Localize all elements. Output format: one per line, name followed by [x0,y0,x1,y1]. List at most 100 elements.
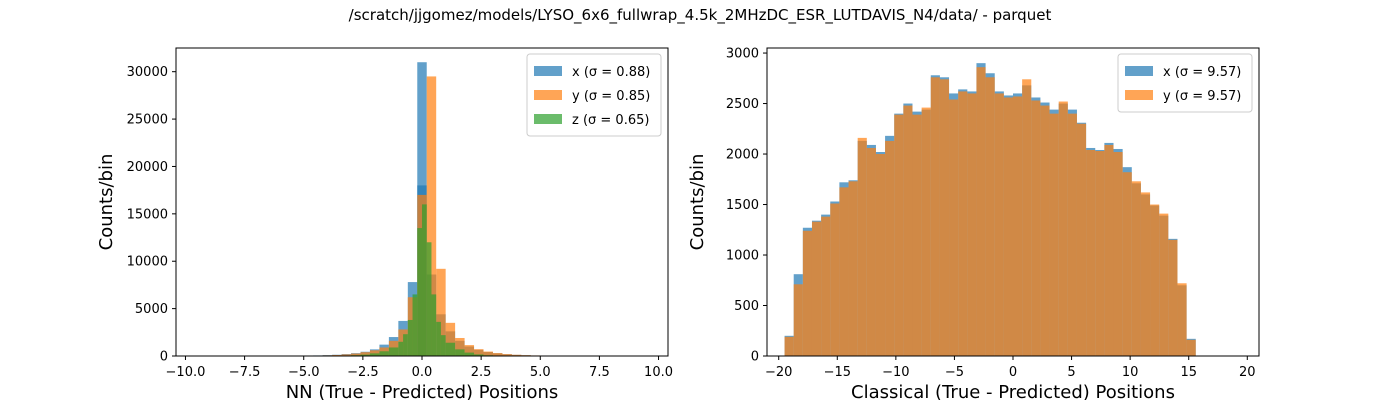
classical-bar-y [967,93,977,356]
nn-x-tick-label: 5.0 [530,365,551,380]
nn-legend-swatch [534,114,562,124]
classical-bar-y [912,114,922,357]
nn-bar-z [412,294,418,356]
classical-bar-y [866,147,876,356]
classical-bar-y [976,67,986,356]
nn-bar-z [440,335,446,356]
classical-bar-y [1131,181,1141,356]
classical-bar-y [1076,123,1087,357]
nn-bar-z [474,354,484,356]
classical-bar-y [1013,96,1023,356]
classical-bar-y [921,107,931,356]
nn-bar-z [369,353,380,356]
classical-legend-label: x (σ = 9.57) [1163,65,1241,80]
nn-x-tick-label: −7.5 [229,365,261,380]
nn-y-tick-label: 5000 [135,302,168,317]
nn-x-tick-label: −10.0 [166,365,206,380]
classical-bar-y [1177,283,1187,356]
classical-x-tick-label: 15 [1180,365,1197,380]
nn-x-axis-label: NN (True - Predicted) Positions [286,382,559,400]
classical-y-tick-label: 1000 [726,249,759,264]
classical-bar-y [1140,192,1151,356]
nn-bar-y [483,351,493,356]
nn-y-tick-label: 25000 [127,113,168,128]
nn-x-tick-label: 7.5 [589,365,610,380]
classical-bar-y [1159,213,1169,356]
nn-bar-z [436,321,441,356]
classical-bar-y [839,187,849,356]
classical-bar-y [1150,204,1160,356]
nn-bar-y [511,354,522,356]
classical-x-tick-label: 5 [1067,365,1075,380]
classical-bar-y [830,203,840,356]
classical-bar-y [821,216,831,356]
nn-bar-z [455,349,465,356]
classical-bar-y [1003,97,1013,356]
classical-histogram-bars [784,63,1196,357]
nn-y-tick-label: 30000 [127,65,168,80]
classical-bar-y [1022,79,1032,357]
classical-bar-y [811,221,822,356]
nn-legend-label: y (σ = 0.85) [572,89,650,104]
classical-histogram-panel: −20 −15 −10 −5 0 5 10 15 20 0 500 1000 1500 2000 2500… [687,47,1260,400]
nn-bar-y [455,337,465,356]
nn-bar-y [474,349,484,356]
nn-bar-z [379,351,389,356]
classical-x-tick-label: −5 [945,365,964,380]
nn-bar-y [426,76,437,357]
classical-bar-y [994,93,1004,356]
classical-legend-swatch [1125,66,1153,76]
nn-bar-y [464,345,475,356]
classical-bar-y [875,154,886,356]
classical-x-tick-label: 20 [1239,365,1256,380]
nn-bar-z [388,347,399,356]
classical-legend: x (σ = 9.57) y (σ = 9.57) [1117,53,1253,113]
classical-x-tick-label: −10 [882,365,909,380]
classical-x-tick-label: 0 [1009,365,1017,380]
classical-bar-y [1095,151,1105,356]
classical-bar-y [793,284,803,356]
nn-bar-y [502,354,512,356]
classical-y-tick-label: 500 [734,299,759,314]
classical-x-tick-label: 10 [1122,365,1139,380]
classical-bar-y [1031,100,1041,356]
classical-bar-y [848,181,858,356]
nn-y-tick-label: 15000 [127,207,168,222]
figure-suptitle: /scratch/jjgomez/models/LYSO_6x6_fullwra… [349,6,1052,25]
classical-bar-y [1040,105,1050,356]
nn-bar-y [351,353,361,356]
nn-bar-y [436,268,446,356]
nn-bar-z [407,319,413,356]
classical-x-tick-label: −20 [765,365,792,380]
nn-bar-y [341,354,352,356]
classical-bar-y [1122,172,1132,356]
nn-y-tick-label: 0 [160,350,168,365]
classical-bar-y [1049,113,1059,356]
classical-bar-y [958,91,968,357]
nn-y-ticks: 0 5000 10000 15000 20000 25000 30000 [127,65,176,365]
classical-bar-y [985,77,995,356]
classical-bar-y [930,77,940,356]
classical-y-tick-label: 1500 [726,198,759,213]
nn-x-tick-label: 10.0 [644,365,673,380]
nn-bar-y [369,350,380,356]
nn-bar-z [426,242,432,356]
classical-y-tick-label: 3000 [726,47,759,62]
nn-bar-y [492,353,503,356]
nn-y-tick-label: 10000 [127,255,168,270]
nn-bar-z [417,228,422,356]
nn-legend-label: x (σ = 0.88) [572,65,650,80]
classical-bar-y [1058,101,1068,357]
nn-legend-label: z (σ = 0.65) [572,113,649,128]
nn-histogram-bars [313,62,541,357]
classical-bar-y [1168,239,1178,356]
classical-x-tick-label: −15 [824,365,851,380]
classical-y-tick-label: 0 [751,350,759,365]
classical-bar-y [1067,113,1077,356]
classical-bar-y [857,137,867,356]
nn-legend: x (σ = 0.88) y (σ = 0.85) z (σ = 0.65) [526,53,662,137]
nn-x-tick-label: −2.5 [347,365,379,380]
classical-bar-y [885,140,895,356]
